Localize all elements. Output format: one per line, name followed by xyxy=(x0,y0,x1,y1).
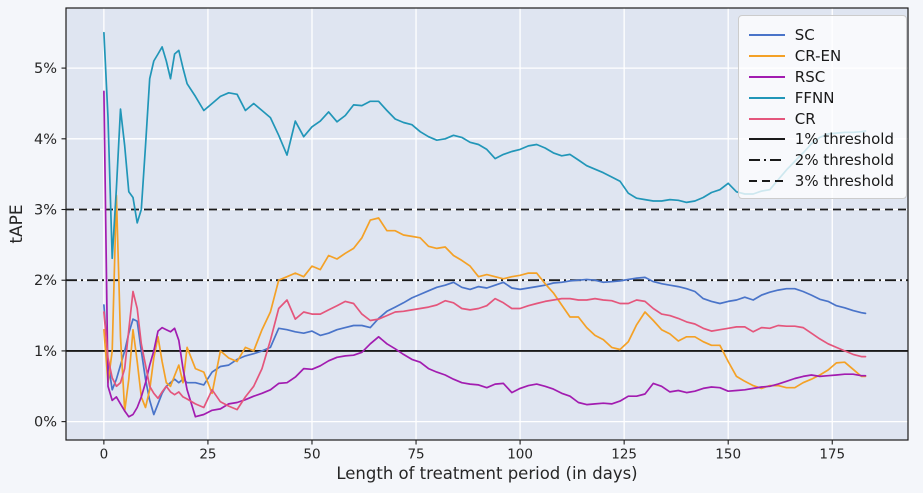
x-tick-label: 150 xyxy=(715,447,741,463)
legend-swatch-line xyxy=(748,55,785,58)
legend-swatch-line xyxy=(748,117,785,120)
legend-item-label: CR xyxy=(794,109,816,128)
legend-item: 1% threshold xyxy=(748,129,894,150)
legend-item: 2% threshold xyxy=(748,150,894,171)
y-axis-label: tAPE xyxy=(7,204,27,244)
x-tick-label: 0 xyxy=(100,447,109,463)
y-tick-label: 4% xyxy=(34,132,57,148)
y-tick-label: 3% xyxy=(34,203,57,219)
y-tick-label: 5% xyxy=(34,61,57,77)
x-tick-label: 125 xyxy=(611,447,637,463)
x-axis-label: Length of treatment period (in days) xyxy=(336,464,638,483)
x-tick-label: 25 xyxy=(199,447,216,463)
series-line-CR xyxy=(103,290,867,411)
legend-item-label: 1% threshold xyxy=(794,130,894,149)
x-tick-label: 175 xyxy=(819,447,845,463)
legend-swatch-line xyxy=(748,179,785,182)
legend-item-label: 2% threshold xyxy=(794,151,894,170)
legend-item: RSC xyxy=(748,67,894,88)
x-tick-label: 100 xyxy=(507,447,533,463)
series-line-RSC xyxy=(103,90,867,418)
legend-swatch-line xyxy=(748,96,785,99)
legend-swatch-line xyxy=(748,34,785,37)
series-line-FFNN xyxy=(103,31,867,260)
legend-item-label: FFNN xyxy=(794,88,835,107)
x-tick-label: 75 xyxy=(407,447,424,463)
legend-item: SC xyxy=(748,25,894,46)
y-tick-label: 0% xyxy=(34,415,57,431)
y-tick-label: 2% xyxy=(34,273,57,289)
legend-swatch-line xyxy=(748,75,785,78)
legend-item-label: SC xyxy=(794,26,815,45)
x-tick-label: 50 xyxy=(303,447,320,463)
legend-swatch-line xyxy=(748,138,785,141)
axes-frame xyxy=(65,7,909,441)
legend-item-label: 3% threshold xyxy=(794,171,894,190)
y-tick-label: 1% xyxy=(34,344,57,360)
legend: SC CR-EN RSC FFNN CR 1% threshold 2% threshold… xyxy=(737,15,907,200)
legend-item: CR xyxy=(748,108,894,129)
legend-item-label: RSC xyxy=(794,67,826,86)
legend-item: CR-EN xyxy=(748,46,894,67)
series-line-CR-EN xyxy=(103,194,867,412)
series-line-SC xyxy=(103,276,867,416)
legend-item: FFNN xyxy=(748,87,894,108)
legend-item-label: CR-EN xyxy=(794,47,842,66)
legend-swatch-line xyxy=(748,159,785,162)
legend-item: 3% threshold xyxy=(748,171,894,192)
